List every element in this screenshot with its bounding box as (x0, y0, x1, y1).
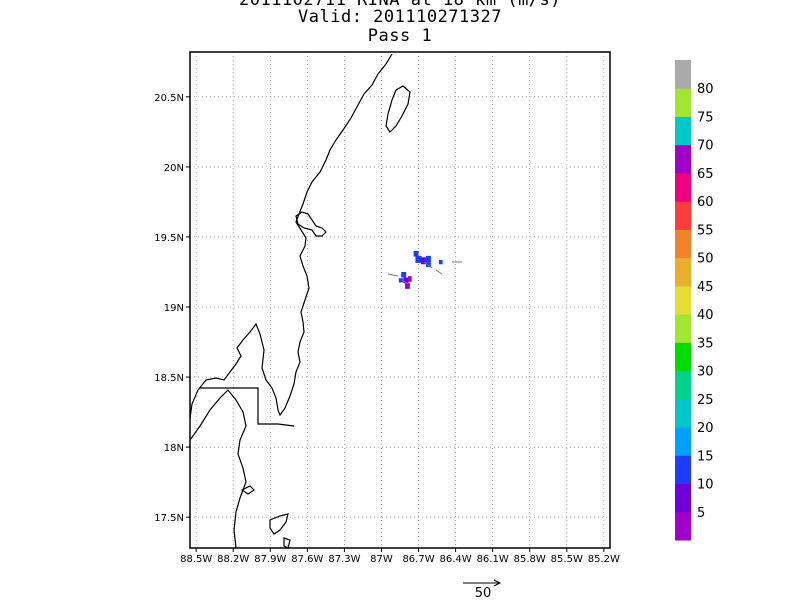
echo-cell (404, 283, 410, 289)
colorbar-label: 50 (697, 252, 714, 267)
longitude-tick-label: 88.5W (180, 554, 212, 565)
coastline (189, 53, 411, 549)
echo-cell (421, 257, 426, 265)
latitude-tick-label: 20.5N (154, 93, 184, 104)
latitude-tick-label: 19.5N (154, 233, 184, 244)
echo-cell (398, 278, 404, 283)
colorbar-swatch (675, 60, 691, 89)
latitude-tick-label: 18.5N (154, 373, 184, 384)
colorbar-swatch (675, 257, 691, 287)
echo-cell (415, 255, 422, 263)
echo-cell (403, 277, 409, 284)
longitude-tick-label: 86.4W (440, 554, 472, 565)
colorbar-label: 70 (697, 139, 714, 154)
colorbar-label: 5 (697, 506, 705, 521)
longitude-tick-label: 85.5W (551, 554, 583, 565)
colorbar-swatch (675, 285, 691, 315)
longitude-tick-label: 87W (370, 554, 393, 565)
longitude-tick-label: 86.7W (402, 554, 434, 565)
reference-vector-label: 50 (475, 586, 492, 600)
colorbar-swatch (675, 144, 691, 174)
colorbar-swatch (675, 314, 691, 343)
colorbar-label: 15 (697, 449, 714, 464)
map-frame (189, 51, 611, 549)
colorbar-swatch (675, 116, 691, 146)
colorbar-swatch (675, 483, 691, 513)
mainland-coastline (189, 53, 393, 419)
colorbar-label: 40 (697, 308, 714, 323)
echo-cell (401, 271, 407, 278)
colorbar-label: 65 (697, 167, 714, 182)
colorbar-swatch (675, 172, 691, 202)
small-island-3 (269, 513, 289, 535)
map-title-line1: 2011102711 RINA at 18 km (m/s) (238, 0, 562, 10)
colorbar-swatch (675, 398, 691, 428)
colorbar-swatch (675, 88, 691, 117)
latitude-tick-label: 20N (164, 163, 184, 174)
latitude-tick-label: 17.5N (154, 513, 184, 524)
wind-vectors-local (387, 261, 462, 285)
echo-cell (438, 260, 443, 265)
colorbar-label: 75 (697, 110, 714, 125)
colorbar-label: 25 (697, 393, 714, 408)
colorbar-swatch (675, 201, 691, 230)
colorbar-swatch (675, 455, 691, 485)
wind-speed-cells (398, 250, 443, 289)
longitude-tick-label: 85.8W (514, 554, 546, 565)
colorbar-label: 45 (697, 280, 714, 295)
map-title-line2: Valid: 201110271327 (298, 7, 502, 27)
latitude-tick-label: 18N (164, 443, 184, 454)
colorbar-label: 80 (697, 82, 714, 97)
colorbar-swatch (675, 342, 691, 372)
longitude-tick-label: 86.1W (477, 554, 509, 565)
small-island-2 (240, 485, 255, 495)
colorbar-label: 10 (697, 478, 714, 493)
longitude-tick-label: 87.3W (328, 554, 360, 565)
colorbar-label: 20 (697, 421, 714, 436)
colorbar-swatch (675, 229, 691, 259)
longitude-labels: 88.5W 88.2W 87.9W 87.6W 87.3W 87W 86.7W 86.4W 86… (180, 548, 620, 565)
colorbar-swatch (675, 511, 691, 541)
cozumel-island (385, 85, 411, 133)
colorbar-label: 35 (697, 336, 714, 351)
colorbar: 5 10 15 20 25 30 35 40 45 50 55 60 65 70 75 80 (675, 60, 714, 541)
longitude-tick-label: 87.9W (254, 554, 286, 565)
echo-cell (413, 250, 419, 257)
map-title-line3: Pass 1 (367, 26, 433, 46)
colorbar-swatch (675, 427, 691, 456)
lat-lon-grid (190, 52, 610, 548)
country-border (200, 387, 295, 427)
longitude-tick-label: 88.2W (217, 554, 249, 565)
colorbar-label: 60 (697, 195, 714, 210)
colorbar-label: 55 (697, 223, 714, 238)
echo-cell (408, 276, 412, 282)
longitude-tick-label: 85.2W (588, 554, 620, 565)
small-island-1 (295, 211, 327, 237)
latitude-tick-label: 19N (164, 303, 184, 314)
small-island-4 (283, 537, 291, 549)
colorbar-label: 30 (697, 365, 714, 380)
reference-vector: 50 (463, 579, 502, 600)
colorbar-swatch (675, 370, 691, 400)
latitude-labels: 20.5N 20N 19.5N 19N 18.5N 18N 17.5N (154, 93, 190, 524)
bay-coastline (189, 389, 247, 549)
longitude-tick-label: 87.6W (291, 554, 323, 565)
echo-cell (425, 255, 431, 263)
